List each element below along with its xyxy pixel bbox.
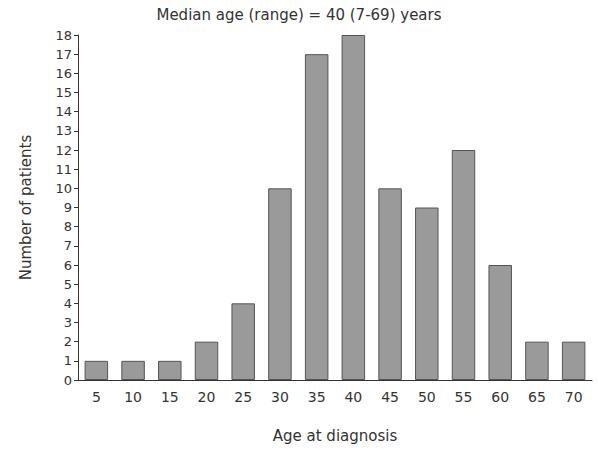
svg-text:18: 18 <box>55 28 72 43</box>
svg-text:35: 35 <box>308 389 326 405</box>
svg-text:16: 16 <box>55 66 72 81</box>
svg-text:25: 25 <box>234 389 252 405</box>
svg-text:Age at diagnosis: Age at diagnosis <box>273 427 398 445</box>
svg-text:14: 14 <box>55 104 72 119</box>
svg-text:65: 65 <box>528 389 546 405</box>
svg-text:3: 3 <box>64 315 72 330</box>
svg-text:40: 40 <box>344 389 362 405</box>
svg-text:13: 13 <box>55 123 72 138</box>
svg-text:1: 1 <box>64 353 72 368</box>
svg-text:5: 5 <box>64 277 72 292</box>
svg-text:60: 60 <box>491 389 509 405</box>
svg-text:70: 70 <box>565 389 583 405</box>
svg-text:15: 15 <box>55 85 72 100</box>
svg-text:0: 0 <box>64 373 72 388</box>
svg-text:7: 7 <box>64 238 72 253</box>
svg-text:17: 17 <box>55 47 72 62</box>
svg-text:Median age (range) = 40 (7-69): Median age (range) = 40 (7-69) years <box>156 6 441 24</box>
svg-text:4: 4 <box>64 296 72 311</box>
svg-text:6: 6 <box>64 258 72 273</box>
svg-text:9: 9 <box>64 200 72 215</box>
svg-text:10: 10 <box>55 181 72 196</box>
svg-text:12: 12 <box>55 143 72 158</box>
svg-text:5: 5 <box>92 389 101 405</box>
svg-text:8: 8 <box>64 219 72 234</box>
svg-text:45: 45 <box>381 389 399 405</box>
svg-text:15: 15 <box>161 389 179 405</box>
svg-text:55: 55 <box>455 389 473 405</box>
svg-text:20: 20 <box>198 389 216 405</box>
svg-text:11: 11 <box>55 162 72 177</box>
svg-text:10: 10 <box>124 389 142 405</box>
svg-text:50: 50 <box>418 389 436 405</box>
svg-text:30: 30 <box>271 389 289 405</box>
svg-text:2: 2 <box>64 334 72 349</box>
svg-text:Number of patients: Number of patients <box>17 135 35 281</box>
